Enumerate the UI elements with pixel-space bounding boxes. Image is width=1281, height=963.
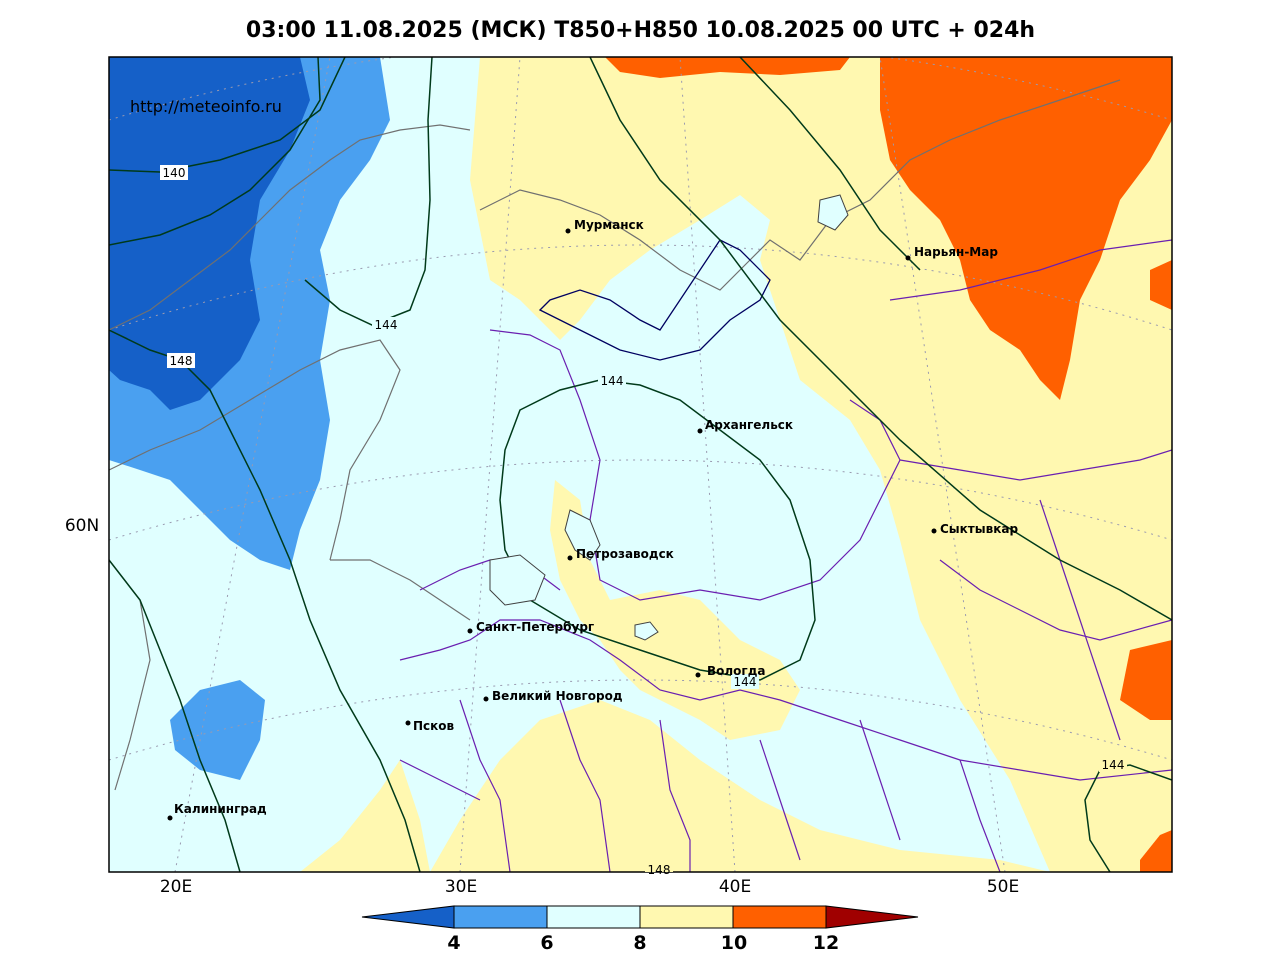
city-arkhangelsk: Архангельск xyxy=(697,418,793,434)
colorbar-segment xyxy=(453,905,548,929)
svg-text:Великий Новгород: Великий Новгород xyxy=(492,689,623,703)
contour-144-central xyxy=(499,379,816,681)
svg-text:Петрозаводск: Петрозаводск xyxy=(576,547,674,561)
svg-text:148: 148 xyxy=(170,354,193,368)
temp-field-4-6-southwest xyxy=(170,680,265,780)
svg-text:Санкт-Петербург: Санкт-Петербург xyxy=(476,620,594,634)
colorbar-tick: 4 xyxy=(447,932,460,954)
lake-beloye xyxy=(634,621,659,641)
contour-label: 144 xyxy=(731,674,759,689)
map-frame xyxy=(108,56,1173,873)
city-veliky-novgorod: Великий Новгород xyxy=(483,689,623,703)
colorbar-tick: 8 xyxy=(633,932,646,954)
lakes xyxy=(489,194,849,641)
contour-labels: 140 144 148 144 144 144 148 xyxy=(160,165,1127,877)
colorbar-extend-low xyxy=(361,905,455,929)
contour-label: 148 xyxy=(167,353,195,368)
city-syktyvkar: Сыктывкар xyxy=(931,522,1018,536)
svg-text:148: 148 xyxy=(648,863,671,877)
city-naryan-mar: Нарьян-Мар xyxy=(905,245,998,261)
svg-text:144: 144 xyxy=(375,318,398,332)
city-kaliningrad: Калининград xyxy=(167,802,267,821)
lake-onega xyxy=(564,509,601,561)
contour-140 xyxy=(109,57,346,173)
contour-label: 144 xyxy=(598,373,626,388)
svg-text:Калининград: Калининград xyxy=(174,802,267,816)
svg-text:Нарьян-Мар: Нарьян-Мар xyxy=(914,245,998,259)
contour-label: 144 xyxy=(1099,757,1127,772)
contour-144-southeast xyxy=(1084,764,1172,872)
svg-text:144: 144 xyxy=(734,675,757,689)
axis-labels: 20E 30E 40E 50E 60N xyxy=(65,516,1019,897)
city-murmansk: Мурманск xyxy=(565,218,644,234)
graticule xyxy=(109,57,1172,872)
lon-label-20e: 20E xyxy=(160,877,192,897)
colorbar-tick: 10 xyxy=(721,932,747,954)
contour-144-north xyxy=(304,57,433,326)
svg-text:144: 144 xyxy=(1102,758,1125,772)
admin-borders xyxy=(399,239,1172,872)
city-pskov: Псков xyxy=(405,719,455,733)
svg-text:144: 144 xyxy=(601,374,624,388)
temp-field-10-12-east-edge xyxy=(1150,260,1172,310)
temp-field-below-4 xyxy=(109,57,310,410)
city-markers: Мурманск Нарьян-Мар Архангельск Сыктывка… xyxy=(167,218,1018,821)
svg-text:Мурманск: Мурманск xyxy=(574,218,644,232)
lon-label-50e: 50E xyxy=(987,877,1019,897)
temp-field-10-12-north xyxy=(605,57,850,78)
contour-label: 140 xyxy=(160,165,188,180)
svg-text:Архангельск: Архангельск xyxy=(705,418,793,432)
temp-field-10-12-northeast xyxy=(880,57,1172,400)
contour-144-northeast xyxy=(739,57,921,271)
colorbar-segment xyxy=(732,905,827,929)
temp-field-8-10-south xyxy=(430,700,1050,872)
contour-144-east xyxy=(589,57,1172,621)
svg-text:Вологда: Вологда xyxy=(707,664,765,678)
coastlines xyxy=(109,79,1121,791)
map-field xyxy=(109,57,1172,872)
lon-label-40e: 40E xyxy=(719,877,751,897)
contour-148-west xyxy=(109,559,241,872)
colorbar-tick: 6 xyxy=(540,932,553,954)
city-vologda: Вологда xyxy=(695,664,765,678)
white-sea-coast xyxy=(538,239,771,361)
colorbar: 4 6 8 10 12 xyxy=(361,905,919,954)
colorbar-segment xyxy=(546,905,641,929)
source-url: http://meteoinfo.ru xyxy=(130,97,282,116)
lake-north xyxy=(817,194,849,231)
lon-label-30e: 30E xyxy=(445,877,477,897)
contour-label: 148 xyxy=(645,862,673,877)
svg-text:Сыктывкар: Сыктывкар xyxy=(940,522,1018,536)
temp-field-8-10-southwest xyxy=(300,760,430,872)
contour-label: 144 xyxy=(372,317,400,332)
colorbar-tick: 12 xyxy=(813,932,839,954)
map-title: 03:00 11.08.2025 (МСК) T850+H850 10.08.2… xyxy=(245,18,1036,43)
colorbar-extend-high xyxy=(825,905,919,929)
svg-text:140: 140 xyxy=(163,166,186,180)
temp-field-10-12-southeast xyxy=(1140,830,1172,872)
colorbar-segment xyxy=(639,905,734,929)
city-saint-petersburg: Санкт-Петербург xyxy=(467,620,594,634)
lake-ladoga xyxy=(489,554,546,606)
svg-text:Псков: Псков xyxy=(413,719,455,733)
contour-140-b xyxy=(109,57,321,246)
city-petrozavodsk: Петрозаводск xyxy=(567,547,674,561)
lat-label-60n: 60N xyxy=(65,516,99,536)
height-contours xyxy=(109,57,1172,872)
temp-field-10-12-east xyxy=(1120,640,1172,720)
